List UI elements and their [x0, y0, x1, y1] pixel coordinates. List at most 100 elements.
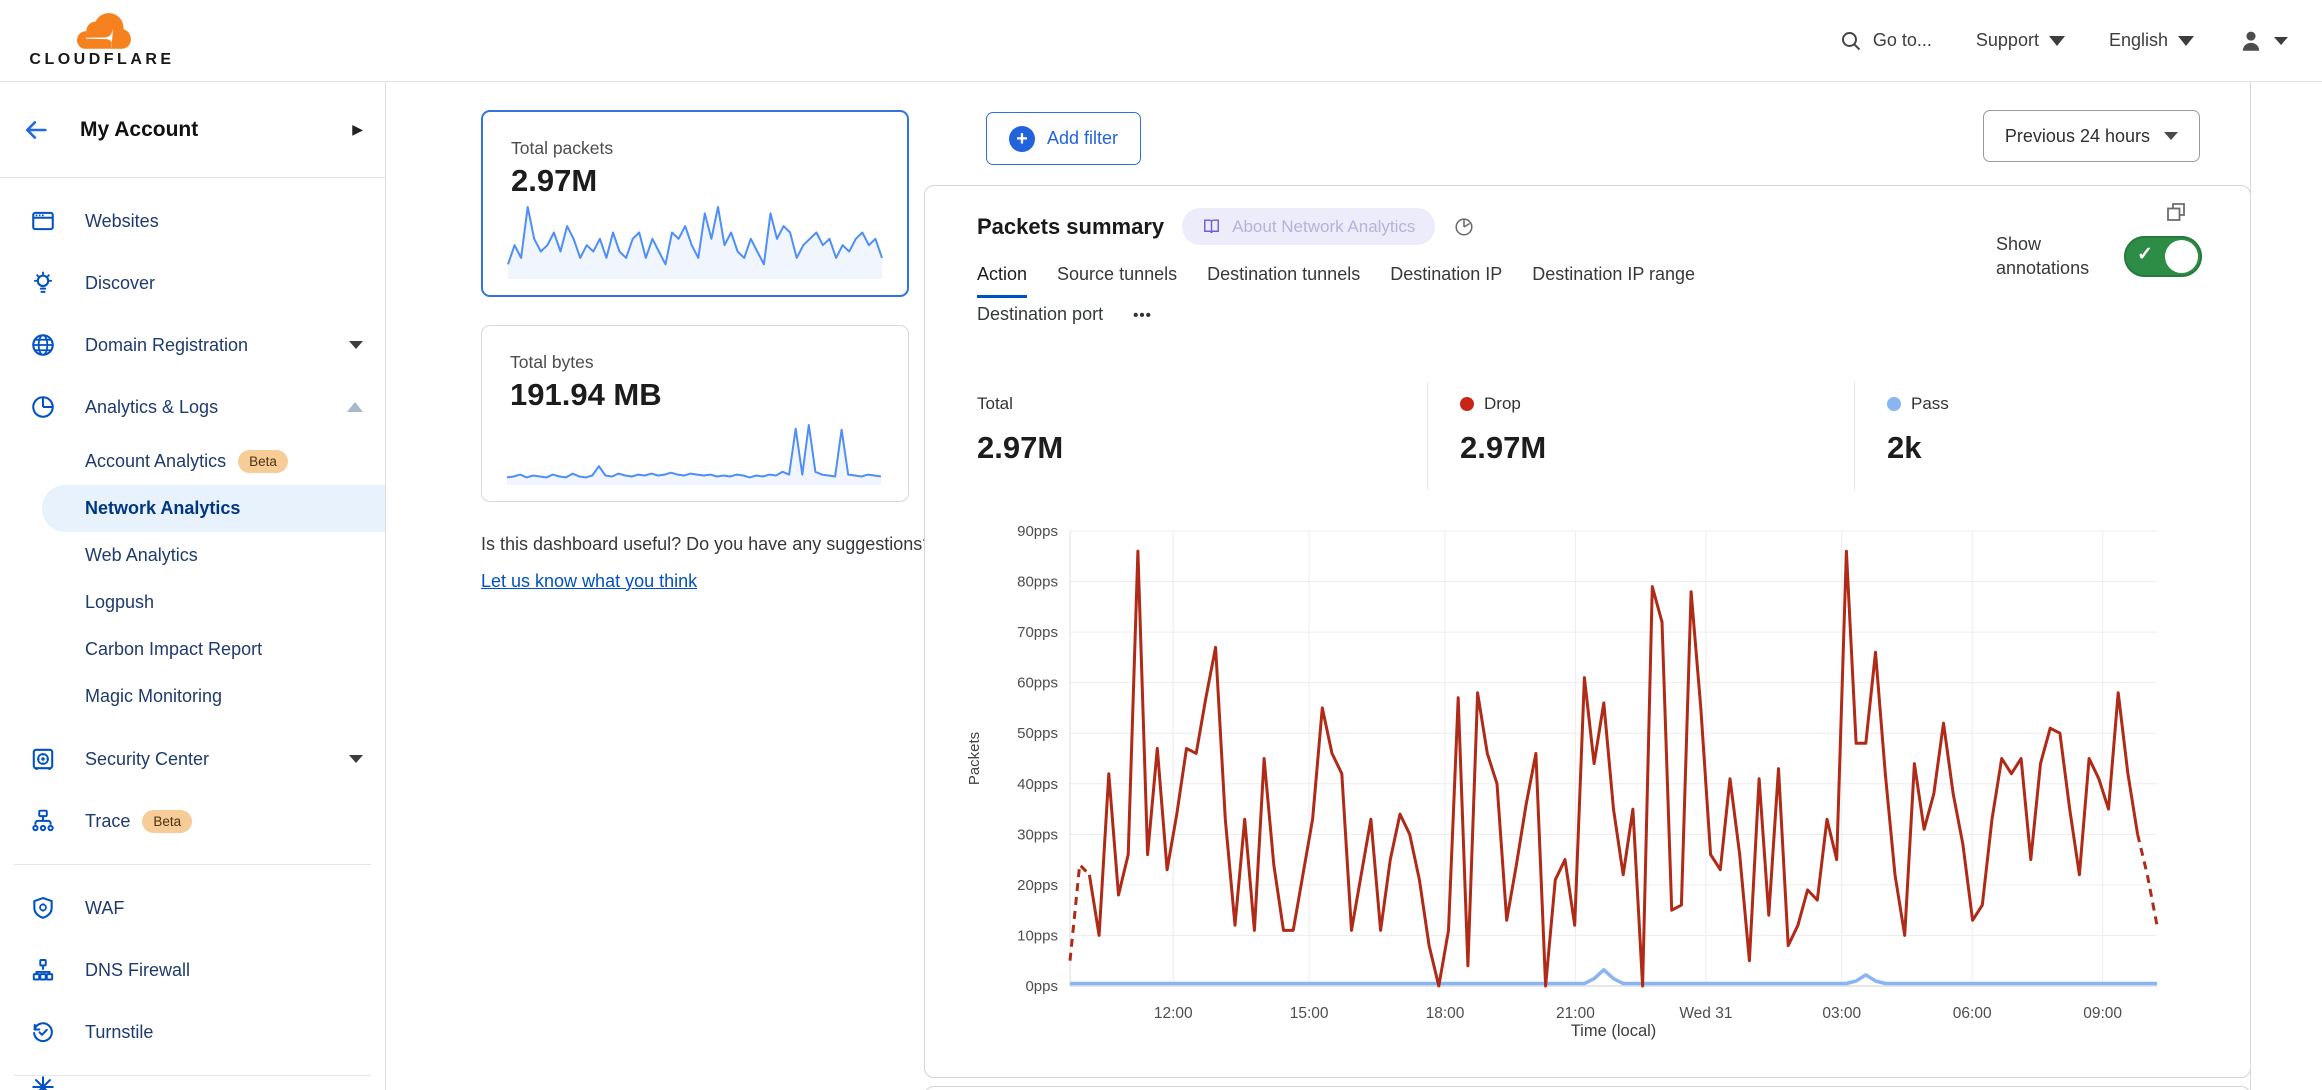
sidebar-item-account-analytics[interactable]: Account Analytics Beta	[0, 438, 385, 485]
lightbulb-icon	[33, 271, 53, 293]
sidebar-item-label: Web Analytics	[85, 545, 198, 565]
svg-text:50pps: 50pps	[1017, 725, 1058, 742]
account-expand-icon[interactable]: ▶	[352, 121, 363, 137]
back-arrow-icon[interactable]	[22, 116, 50, 144]
account-menu[interactable]	[2238, 28, 2288, 54]
stat-pass: Pass 2k	[1854, 382, 2198, 490]
sidebar-item-carbon-impact-report[interactable]: Carbon Impact Report	[0, 626, 385, 673]
svg-text:Packets: Packets	[966, 732, 983, 785]
total-bytes-card[interactable]: Total bytes 191.94 MB	[481, 325, 909, 502]
refresh-check-icon	[33, 1022, 53, 1043]
chevron-down-icon	[2048, 35, 2065, 46]
sidebar-nav: Websites Discover Domain Registration	[0, 178, 385, 1090]
sidebar-item-dns-firewall[interactable]: DNS Firewall	[0, 939, 385, 1001]
support-menu[interactable]: Support	[1976, 30, 2065, 51]
search-icon	[1841, 31, 1861, 50]
top-bar: CLOUDFLARE Go to... Support English	[0, 0, 2322, 82]
book-icon	[1204, 219, 1220, 234]
check-icon: ✓	[2137, 243, 2153, 265]
toggle-knob	[2165, 239, 2198, 273]
svg-text:30pps: 30pps	[1017, 826, 1058, 843]
sidebar-item-network-analytics[interactable]: Network Analytics	[42, 485, 385, 532]
total-packets-card[interactable]: Total packets 2.97M	[481, 110, 909, 297]
divider	[14, 864, 371, 865]
chart-area: 0pps 10pps 20pps 30pps 40pps 50pps 60pps 70pps 8…	[955, 516, 2205, 1066]
go-to-search[interactable]: Go to...	[1839, 29, 1932, 53]
cloudflare-wordmark: CLOUDFLARE	[29, 50, 175, 68]
tab-destination-ip-range[interactable]: Destination IP range	[1532, 264, 1696, 284]
tab-destination-ip[interactable]: Destination IP	[1390, 264, 1503, 284]
stat-value: 2.97M	[977, 430, 1064, 465]
sidebar-item-label: Network Analytics	[85, 498, 241, 518]
expand-icon[interactable]	[2164, 200, 2188, 229]
about-pill-label: About Network Analytics	[1232, 216, 1416, 236]
cloudflare-logo: CLOUDFLARE	[22, 12, 182, 69]
panel-title-row: Packets summary About Network Analytics	[977, 208, 1475, 245]
time-range-label: Previous 24 hours	[2004, 125, 2150, 146]
stat-total: Total 2.97M	[977, 382, 1427, 490]
sidebar-item-discover[interactable]: Discover	[0, 252, 385, 314]
sidebar-item-trace[interactable]: Trace Beta	[0, 790, 385, 852]
add-filter-button[interactable]: + Add filter	[986, 112, 1142, 165]
sidebar-item-websites[interactable]: Websites	[0, 190, 385, 252]
sidebar-item-turnstile[interactable]: Turnstile	[0, 1001, 385, 1063]
go-to-label: Go to...	[1872, 30, 1932, 50]
more-tabs-icon[interactable]: •••	[1133, 307, 1152, 324]
sidebar-item-analytics-logs[interactable]: Analytics & Logs	[0, 376, 385, 438]
chevron-down-icon	[349, 755, 363, 763]
time-range-dropdown[interactable]: Previous 24 hours	[1982, 110, 2200, 162]
show-annotations-label: Show annotations	[1996, 234, 2090, 279]
tab-action[interactable]: Action	[977, 264, 1028, 298]
feedback-link[interactable]: Let us know what you think	[481, 570, 698, 591]
sidebar-item-domain-registration[interactable]: Domain Registration	[0, 314, 385, 376]
divider	[14, 1075, 371, 1076]
svg-text:09:00: 09:00	[2083, 1005, 2122, 1022]
safe-icon	[32, 748, 54, 770]
beta-badge: Beta	[142, 809, 193, 833]
svg-text:40pps: 40pps	[1017, 776, 1058, 793]
sidebar-item-logpush[interactable]: Logpush	[0, 579, 385, 626]
stat-card-title: Total bytes	[510, 352, 594, 372]
sidebar-item-security-center[interactable]: Security Center	[0, 728, 385, 790]
svg-text:0pps: 0pps	[1025, 978, 1058, 995]
stat-card-value: 191.94 MB	[510, 377, 662, 412]
sidebar-item-label: Websites	[85, 210, 159, 231]
tab-destination-tunnels[interactable]: Destination tunnels	[1207, 264, 1361, 284]
cloudflare-cloud-icon	[76, 12, 131, 49]
sidebar-item-partial[interactable]	[30, 1074, 56, 1090]
sidebar-item-label: Account Analytics	[85, 451, 227, 471]
plus-icon: +	[1009, 125, 1035, 152]
bytes-sparkline	[506, 424, 882, 485]
chevron-down-icon	[2164, 132, 2178, 140]
pie-time-icon[interactable]	[1453, 216, 1475, 238]
sidebar-item-web-analytics[interactable]: Web Analytics	[0, 532, 385, 579]
stat-drop: Drop 2.97M	[1427, 382, 1854, 490]
stat-label: Drop	[1484, 394, 1521, 413]
svg-text:21:00: 21:00	[1556, 1005, 1595, 1022]
sidebar-item-waf[interactable]: WAF	[0, 877, 385, 939]
show-annotations-control: Show annotations ✓	[1996, 232, 2202, 281]
feedback-question: Is this dashboard useful? Do you have an…	[481, 534, 933, 554]
drop-dot-icon	[1460, 397, 1474, 411]
chevron-down-icon	[2178, 35, 2194, 46]
pass-dot-icon	[1887, 397, 1901, 411]
show-annotations-toggle[interactable]: ✓	[2124, 235, 2202, 277]
tab-source-tunnels[interactable]: Source tunnels	[1057, 264, 1178, 284]
chevron-up-icon	[347, 402, 363, 412]
hierarchy-icon	[32, 959, 54, 981]
beta-badge: Beta	[238, 450, 288, 473]
sidebar-item-label: DNS Firewall	[85, 959, 191, 980]
svg-text:03:00: 03:00	[1822, 1005, 1861, 1022]
svg-text:90pps: 90pps	[1017, 523, 1058, 540]
sidebar-item-label: Discover	[85, 272, 156, 293]
chevron-down-icon	[2274, 36, 2288, 45]
stat-value: 2k	[1887, 430, 1922, 465]
svg-text:20pps: 20pps	[1017, 877, 1058, 894]
language-menu[interactable]: English	[2109, 30, 2194, 51]
about-network-analytics-pill[interactable]: About Network Analytics	[1182, 208, 1436, 245]
stat-label: Pass	[1911, 394, 1949, 413]
sidebar-item-label: Security Center	[85, 748, 210, 769]
tab-destination-port[interactable]: Destination port	[977, 304, 1104, 324]
sidebar-item-magic-monitoring[interactable]: Magic Monitoring	[0, 673, 385, 720]
svg-text:80pps: 80pps	[1017, 574, 1058, 591]
